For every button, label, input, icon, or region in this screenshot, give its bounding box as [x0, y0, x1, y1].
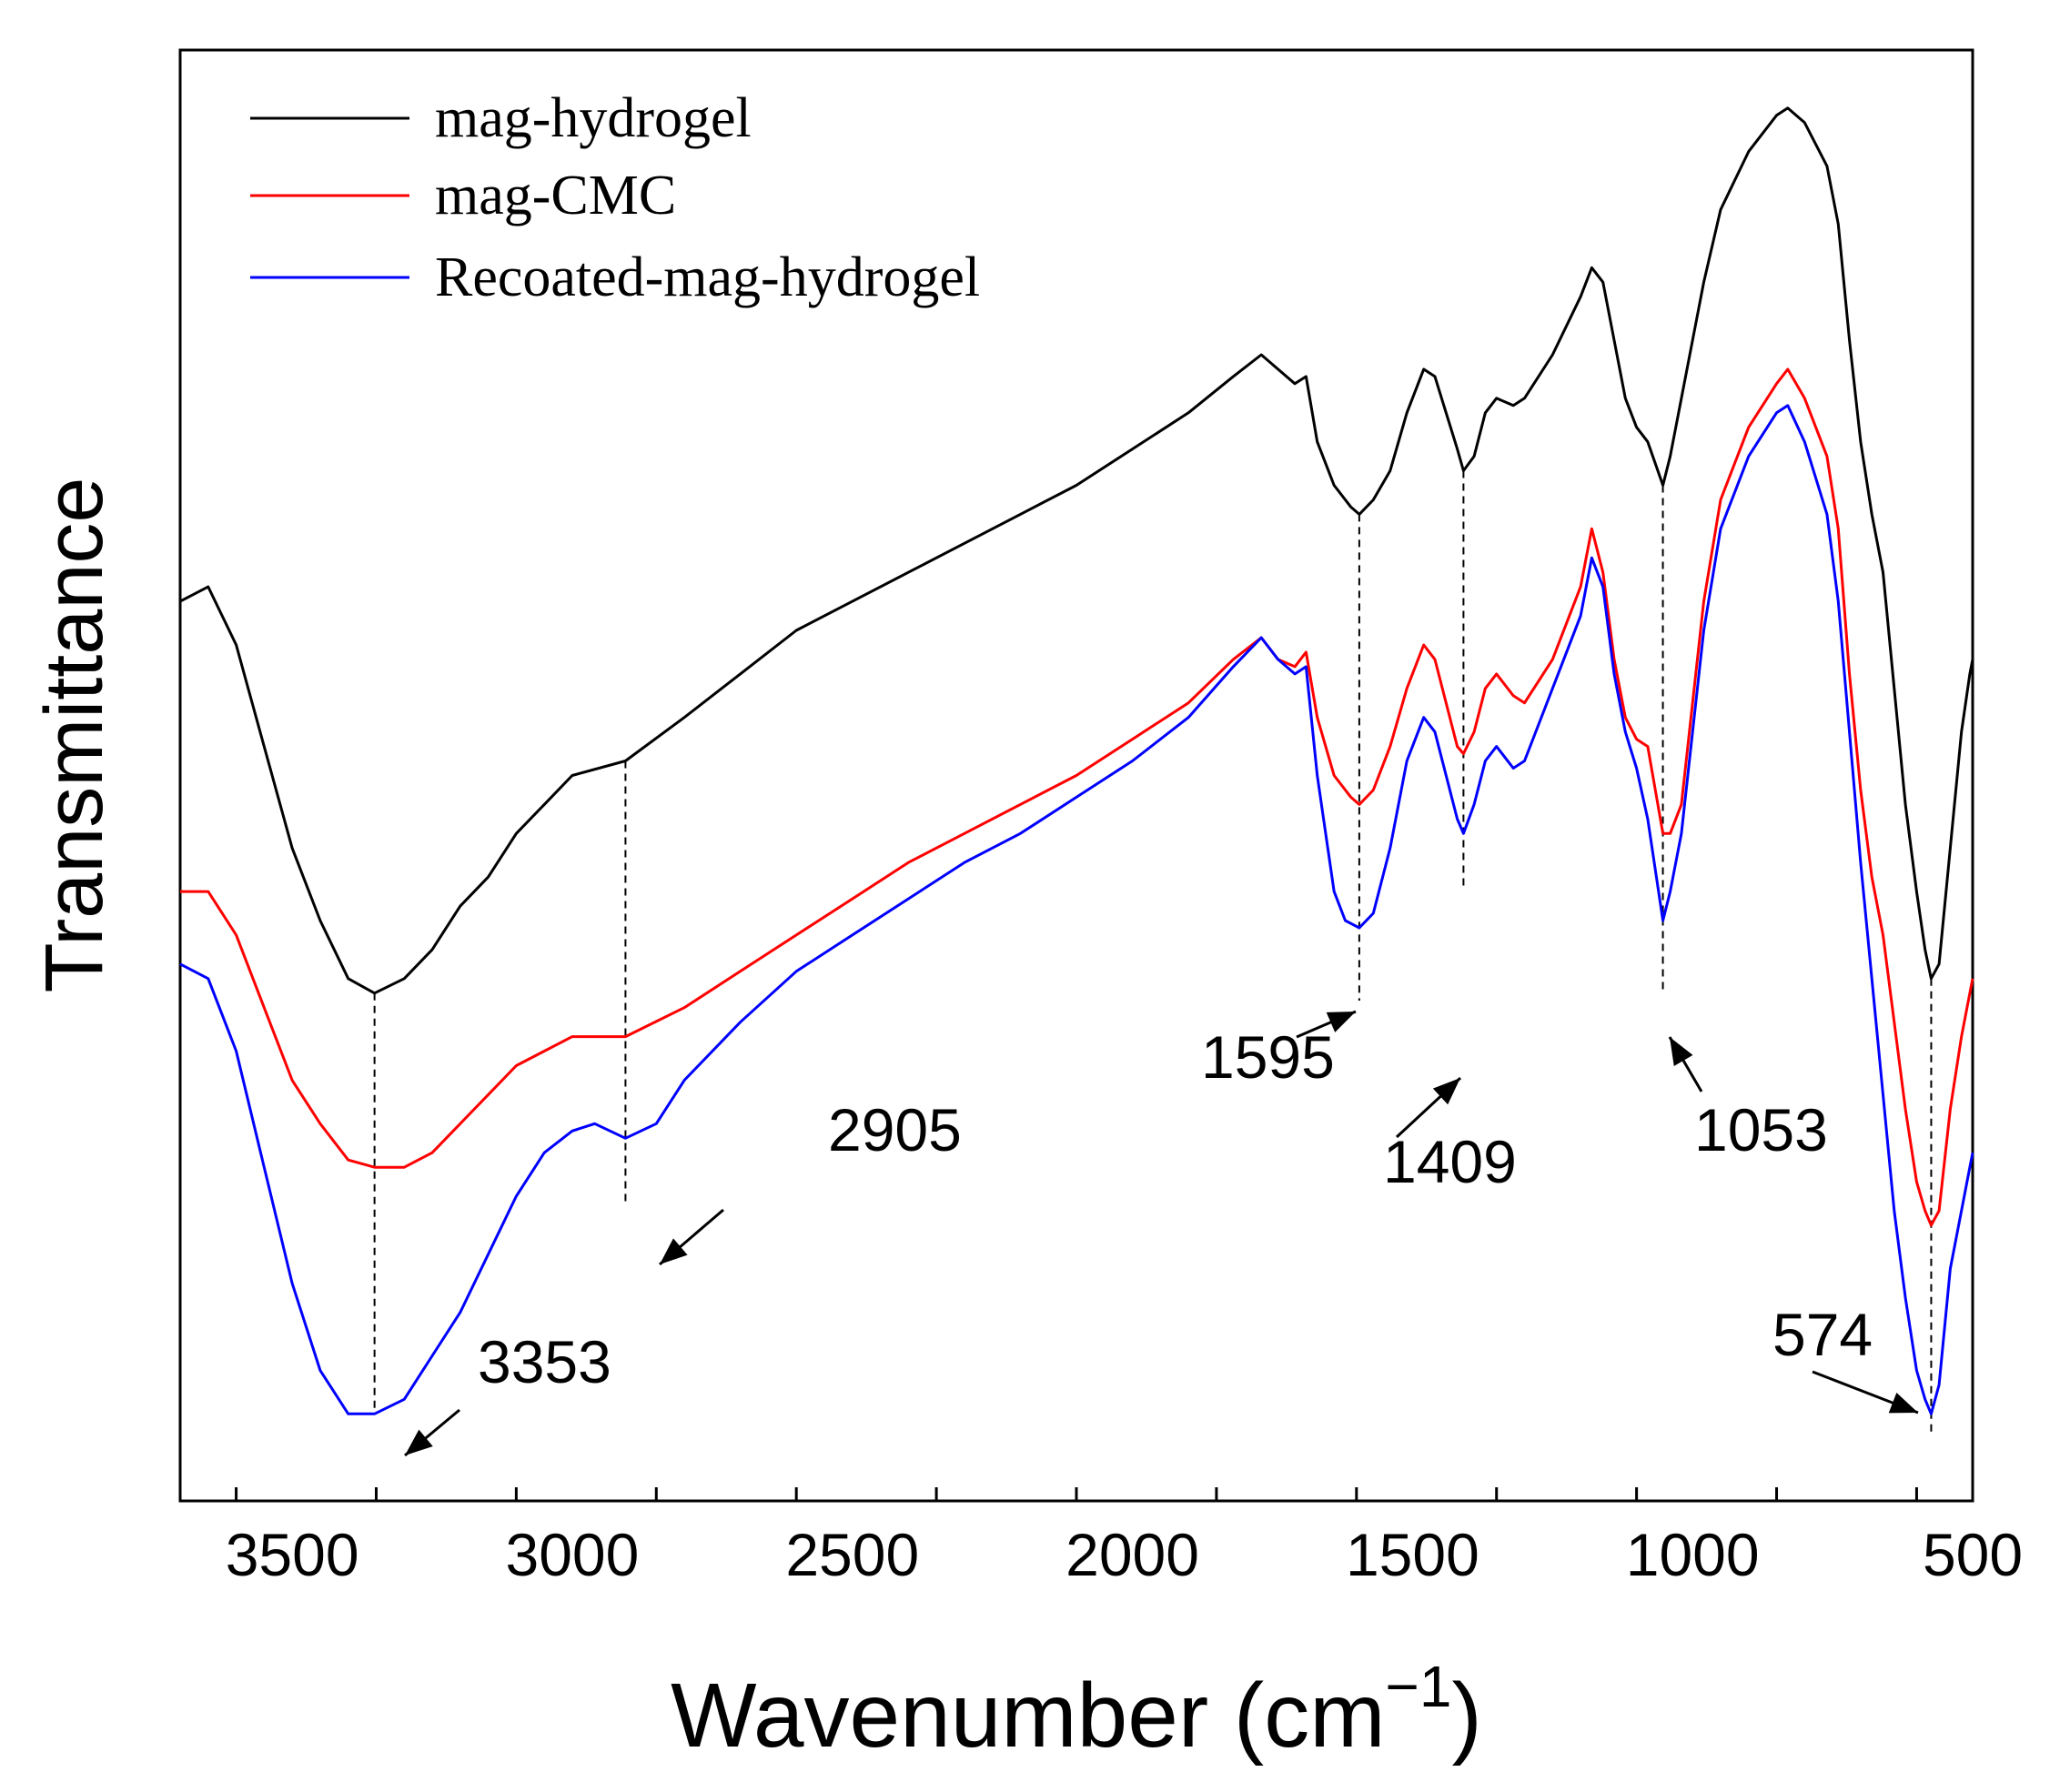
y-axis-title: Transmittance — [29, 478, 120, 993]
x-tick-label: 1000 — [1626, 1521, 1760, 1588]
peak-label: 3353 — [478, 1328, 611, 1395]
x-axis-tick-labels: 3500 3000 2500 2000 1500 1000 500 — [226, 1521, 2023, 1588]
legend: mag-hydrogel mag-CMC Recoated-mag-hydrog… — [250, 87, 980, 308]
x-axis-ticks — [235, 1487, 1918, 1501]
series-line-mag-cmc — [180, 367, 1974, 1227]
peak-arrow-head — [1432, 1078, 1460, 1105]
x-axis-title-superscript: −1 — [1386, 1654, 1452, 1719]
peak-guide-lines — [373, 470, 1933, 1433]
legend-label-mag-cmc: mag-CMC — [435, 165, 676, 227]
x-axis-title-main: Wavenumber (cm — [671, 1665, 1385, 1767]
peak-label: 1053 — [1694, 1096, 1828, 1163]
peak-annotations: 3353 2905 1595 1409 1053 574 — [404, 1010, 1919, 1457]
peak-arrow-head — [660, 1238, 688, 1264]
peak-label: 1409 — [1383, 1128, 1517, 1195]
peak-label: 574 — [1772, 1301, 1873, 1368]
series-lines — [179, 106, 1974, 1415]
legend-label-recoated-mag-hydrogel: Recoated-mag-hydrogel — [435, 247, 980, 308]
x-axis-title: Wavenumber (cm−1) — [671, 1654, 1482, 1767]
peak-label: 1595 — [1201, 1023, 1335, 1091]
x-tick-label: 500 — [1923, 1521, 2023, 1588]
peak-arrow-head — [405, 1429, 433, 1455]
x-axis-title-close: ) — [1452, 1665, 1482, 1767]
series-line-recoated-mag-hydrogel — [179, 404, 1974, 1415]
x-tick-label: 3500 — [226, 1521, 359, 1588]
peak-label: 2905 — [828, 1096, 962, 1163]
peak-arrow-head — [1888, 1392, 1918, 1414]
peak-arrow-head — [1326, 1012, 1356, 1032]
x-tick-label: 2000 — [1065, 1521, 1199, 1588]
x-tick-label: 3000 — [506, 1521, 640, 1588]
x-tick-label: 2500 — [785, 1521, 919, 1588]
series-line-mag-hydrogel — [179, 106, 1974, 995]
legend-label-mag-hydrogel: mag-hydrogel — [435, 87, 752, 149]
peak-arrow-head — [1670, 1037, 1693, 1066]
x-tick-label: 1500 — [1346, 1521, 1479, 1588]
